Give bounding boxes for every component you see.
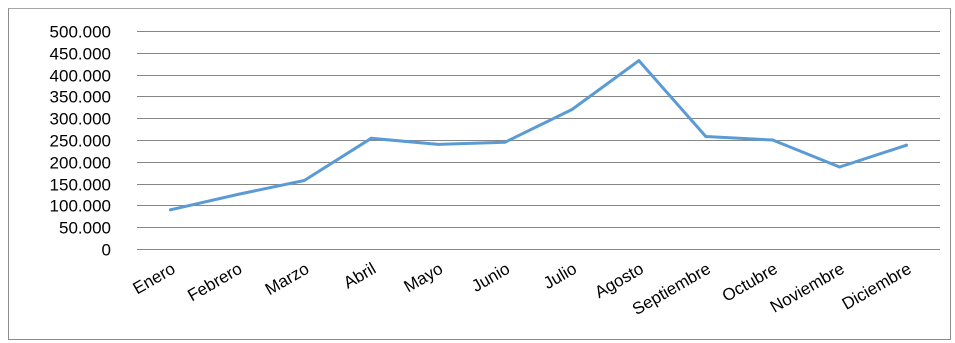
x-tick-label: Marzo bbox=[262, 259, 312, 299]
x-axis-tick-labels: Enero Febrero Marzo Abril Mayo Junio Julio Agos… bbox=[130, 259, 915, 319]
data-point-diciembre bbox=[905, 143, 908, 147]
y-tick-label: 200.000 bbox=[50, 154, 111, 173]
x-tick-label: Febrero bbox=[184, 259, 245, 305]
series-layer bbox=[169, 59, 908, 212]
y-tick-label: 500.000 bbox=[50, 23, 111, 42]
y-tick-label: 0 bbox=[102, 241, 111, 260]
x-tick-label: Diciembre bbox=[839, 259, 915, 314]
data-point-septiembre bbox=[704, 135, 708, 138]
data-point-junio bbox=[503, 140, 507, 144]
y-tick-label: 350.000 bbox=[50, 88, 111, 107]
data-point-mayo bbox=[436, 142, 440, 146]
gridlines bbox=[137, 31, 940, 250]
y-tick-label: 150.000 bbox=[50, 176, 111, 195]
data-point-abril bbox=[369, 136, 373, 140]
x-tick-label: Mayo bbox=[401, 259, 447, 296]
y-tick-label: 450.000 bbox=[50, 45, 111, 64]
data-point-noviembre bbox=[838, 165, 842, 169]
x-tick-label: Julio bbox=[540, 259, 580, 293]
chart-area bbox=[8, 8, 951, 340]
x-tick-label: Noviembre bbox=[767, 259, 848, 317]
y-tick-label: 400.000 bbox=[50, 67, 111, 86]
data-point-marzo bbox=[302, 179, 306, 182]
x-tick-label: Abril bbox=[340, 259, 379, 292]
data-point-octubre bbox=[771, 138, 775, 142]
y-tick-label: 250.000 bbox=[50, 132, 111, 151]
data-point-julio bbox=[570, 108, 574, 111]
x-tick-label: Junio bbox=[468, 259, 513, 296]
data-point-febrero bbox=[235, 193, 239, 196]
x-tick-label: Agosto bbox=[592, 259, 647, 302]
series-line bbox=[169, 59, 908, 212]
data-point-enero bbox=[169, 208, 172, 212]
y-tick-label: 100.000 bbox=[50, 197, 111, 216]
y-tick-label: 50.000 bbox=[59, 219, 111, 238]
y-axis-tick-labels: 0 50.000 100.000 150.000 200.000 250.000 300.0… bbox=[50, 23, 111, 260]
data-point-agosto bbox=[637, 59, 641, 63]
y-tick-label: 300.000 bbox=[50, 110, 111, 129]
x-tick-label: Enero bbox=[130, 259, 179, 298]
